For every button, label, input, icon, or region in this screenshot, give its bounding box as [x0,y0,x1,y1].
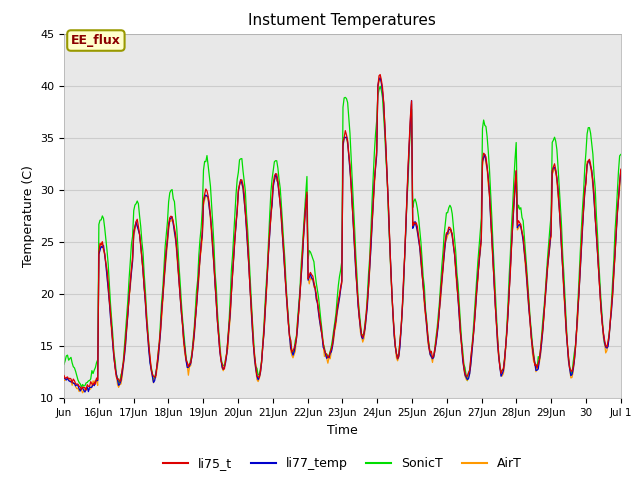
SonicT [296,286,304,292]
SonicT [401,256,408,262]
AirT [296,293,304,299]
SonicT [60,361,68,367]
li75_t [617,167,625,172]
Line: SonicT: SonicT [64,86,621,387]
AirT [234,188,242,193]
AirT [376,73,384,79]
li75_t [234,187,242,192]
li75_t [568,369,576,374]
li75_t [60,373,68,379]
Title: Instument Temperatures: Instument Temperatures [248,13,436,28]
AirT [373,150,381,156]
li77_temp [617,168,625,174]
li75_t [376,72,384,77]
AirT [617,170,625,176]
AirT [79,390,86,396]
SonicT [568,372,576,378]
SonicT [234,169,242,175]
SonicT [472,292,479,298]
li75_t [472,303,479,309]
li77_temp [472,306,479,312]
li77_temp [81,389,89,395]
SonicT [617,152,625,157]
li77_temp [373,153,381,158]
li77_temp [60,376,68,382]
li77_temp [296,290,304,296]
Y-axis label: Temperature (C): Temperature (C) [22,165,35,267]
X-axis label: Time: Time [327,424,358,437]
li75_t [296,291,304,297]
li77_temp [568,372,576,377]
AirT [60,377,68,383]
li77_temp [376,75,384,81]
li75_t [373,147,381,153]
Legend: li75_t, li77_temp, SonicT, AirT: li75_t, li77_temp, SonicT, AirT [158,452,527,475]
SonicT [376,84,384,89]
li77_temp [234,189,242,195]
Line: AirT: AirT [64,76,621,393]
AirT [401,255,408,261]
Line: li75_t: li75_t [64,74,621,390]
Text: EE_flux: EE_flux [71,34,121,47]
AirT [472,307,479,312]
li75_t [83,387,90,393]
li75_t [401,255,408,261]
Line: li77_temp: li77_temp [64,78,621,392]
SonicT [373,118,381,123]
SonicT [77,384,85,390]
li77_temp [401,255,408,261]
AirT [568,375,576,381]
